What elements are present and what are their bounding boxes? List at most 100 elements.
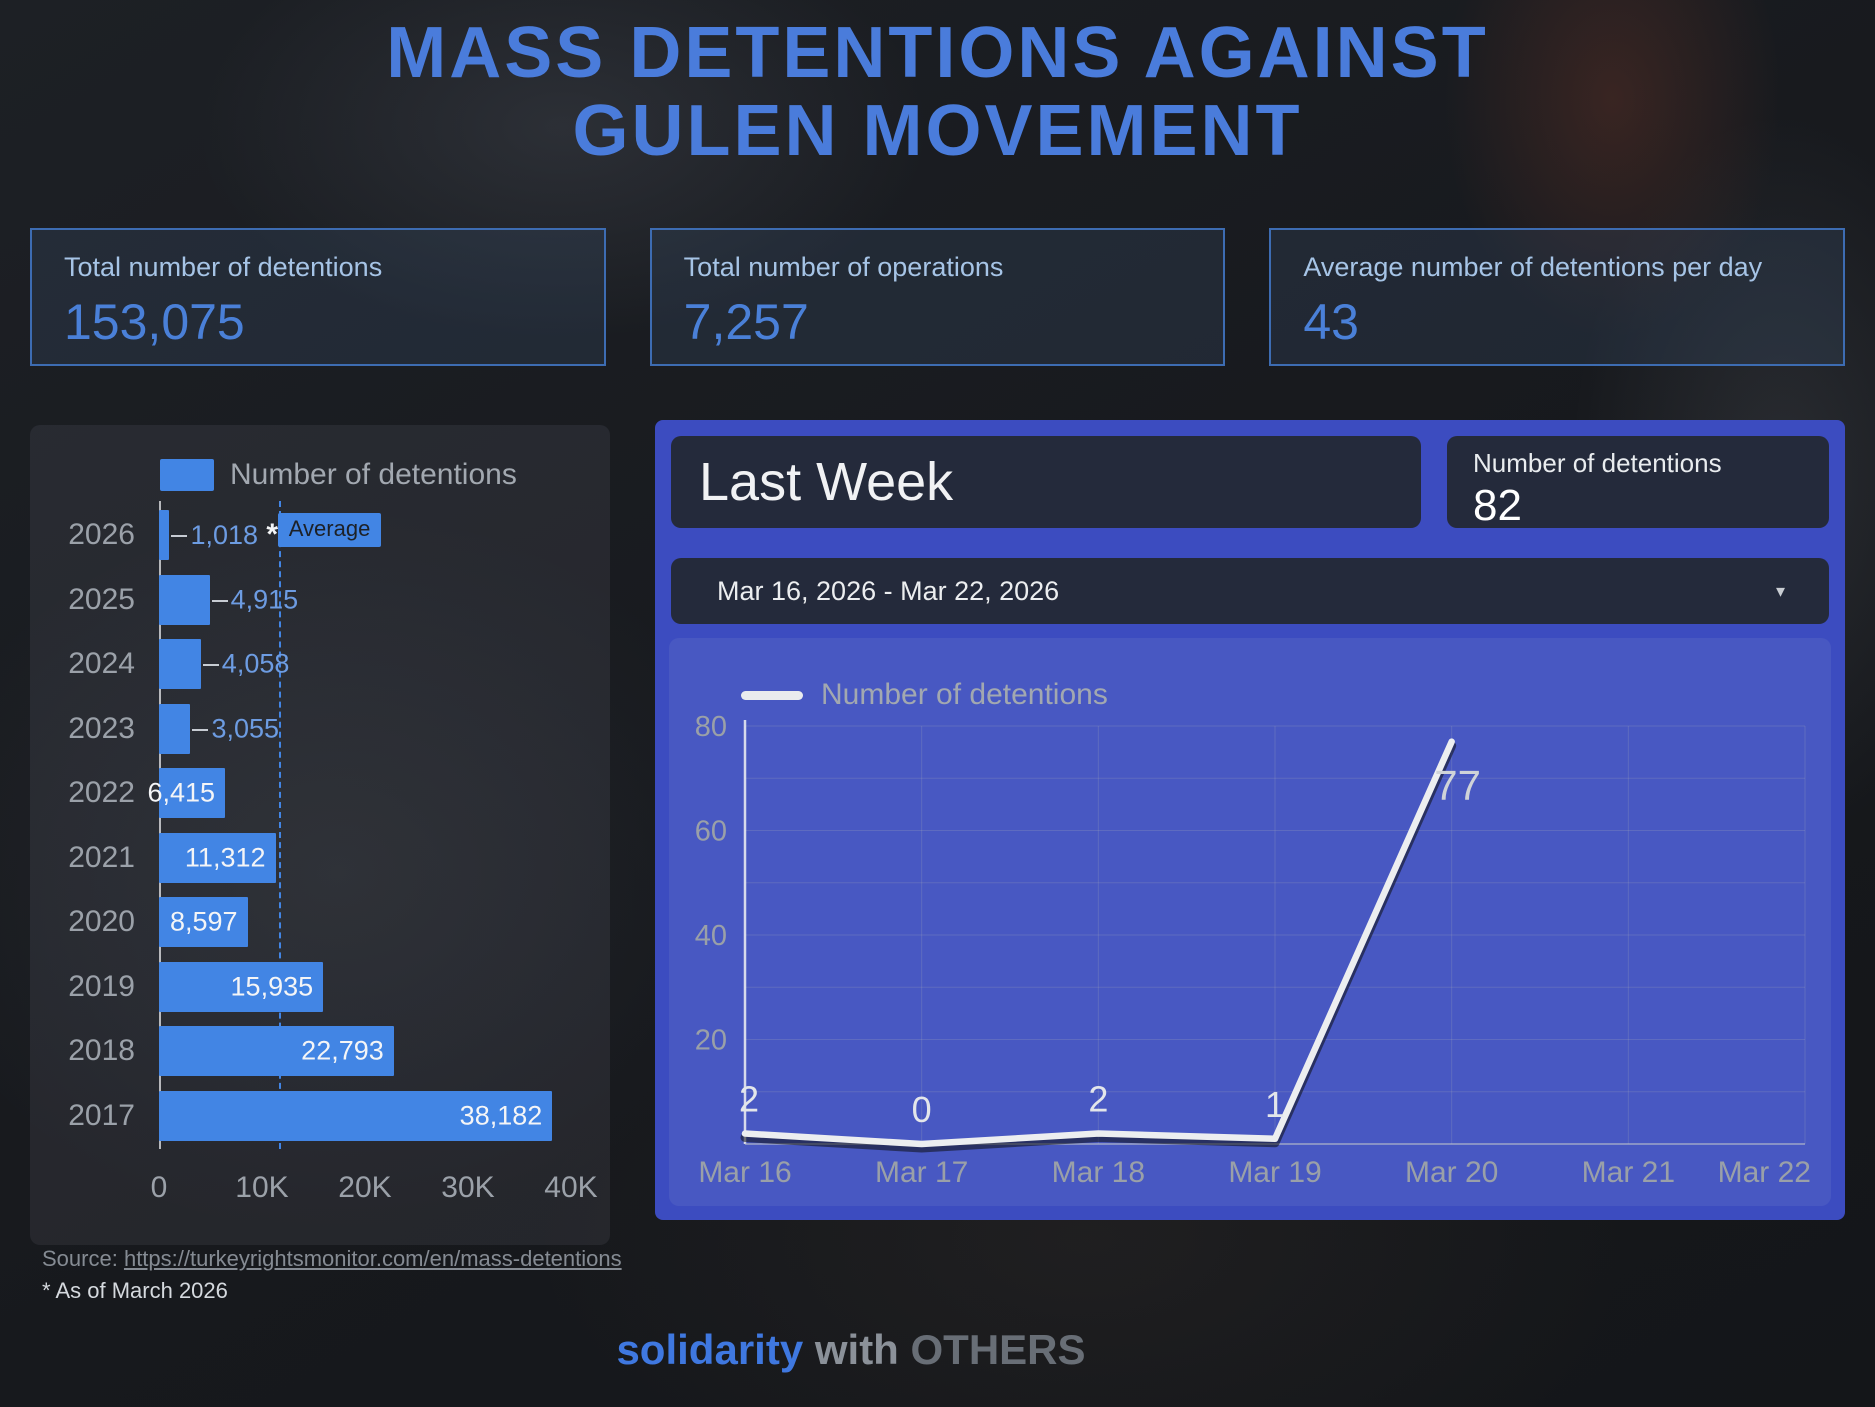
bar-2021: 11,312 bbox=[159, 832, 276, 883]
bar-2025 bbox=[159, 574, 210, 625]
bar-row-2025: 2025 4,915 bbox=[30, 568, 610, 633]
bar-row-2017: 2017 38,182 bbox=[30, 1084, 610, 1149]
source-link[interactable]: https://turkeyrightsmonitor.com/en/mass-… bbox=[123, 1246, 622, 1271]
legend-label: Number of detentions bbox=[821, 678, 1108, 711]
year-label: 2019 bbox=[68, 969, 135, 1003]
last-week-panel: Last Week Number of detentions 82 Mar 16… bbox=[655, 420, 1845, 1220]
y-tick-label: 60 bbox=[695, 816, 727, 848]
line-data-label: 2 bbox=[1088, 1079, 1108, 1120]
label-connector bbox=[192, 728, 209, 731]
bar-2026 bbox=[159, 510, 170, 561]
footnote-marker: * bbox=[258, 518, 279, 552]
x-tick-label: Mar 21 bbox=[1582, 1156, 1675, 1189]
footer-solidarity: solidarity bbox=[616, 1326, 804, 1373]
bar-value-label: 3,055 bbox=[211, 713, 280, 744]
chevron-down-icon[interactable]: ▾ bbox=[1775, 580, 1785, 601]
line-data-label: 2 bbox=[739, 1079, 759, 1120]
year-label: 2022 bbox=[68, 776, 135, 810]
line-chart-box: Number of detentions 20 40 60 80 Mar 16 Mar 1… bbox=[669, 638, 1831, 1206]
date-range-value: Mar 16, 2026 - Mar 22, 2026 bbox=[717, 575, 1060, 606]
bar-value-label: 4,915 bbox=[230, 584, 299, 615]
bar-row-2024: 2024 4,058 bbox=[30, 632, 610, 697]
bar-value-label: 4,058 bbox=[221, 648, 290, 679]
bar-2024 bbox=[159, 639, 201, 690]
bar-value-label: 6,415 bbox=[147, 777, 216, 808]
bar-2022: 6,415 bbox=[147, 768, 226, 819]
bar-row-2018: 2018 22,793 bbox=[30, 1019, 610, 1084]
x-tick-label: Mar 22 bbox=[1718, 1156, 1811, 1189]
detentions-by-year-panel: Number of detentions Average 2026 1,018 *… bbox=[30, 425, 610, 1245]
x-tick-label: 20K bbox=[338, 1171, 392, 1204]
bar-2017: 38,182 bbox=[159, 1090, 553, 1141]
year-label: 2021 bbox=[68, 840, 135, 874]
x-tick-label: 10K bbox=[235, 1171, 289, 1204]
stat-card-average-per-day: Average number of detentions per day 43 bbox=[1269, 228, 1846, 366]
footer-others: OTHERS bbox=[910, 1326, 1086, 1373]
bar-value-label: 1,018 * bbox=[190, 518, 279, 552]
bar-row-2022: 2022 6,415 bbox=[30, 761, 610, 826]
year-label: 2018 bbox=[68, 1034, 135, 1068]
bar-value-label: 8,597 bbox=[169, 906, 238, 937]
footer-with: with bbox=[814, 1326, 899, 1373]
year-label: 2023 bbox=[68, 711, 135, 745]
stats-row: Total number of detentions 153,075 Total… bbox=[30, 228, 1846, 366]
x-tick-label: Mar 16 bbox=[698, 1156, 791, 1189]
bar-row-2021: 2021 11,312 bbox=[30, 826, 610, 891]
date-range-dropdown[interactable]: Mar 16, 2026 - Mar 22, 2026 ▾ bbox=[671, 558, 1829, 624]
bar-row-2026: 2026 1,018 * bbox=[30, 503, 610, 568]
stat-card-total-operations: Total number of operations 7,257 bbox=[649, 228, 1226, 366]
stat-label: Total number of operations bbox=[683, 252, 1004, 282]
bar-value-label: 38,182 bbox=[459, 1100, 543, 1131]
stat-value: 43 bbox=[1303, 294, 1359, 350]
bar-chart-x-ticks: 0 10K 20K 30K 40K bbox=[30, 1171, 610, 1211]
year-label: 2024 bbox=[68, 647, 135, 681]
bar-value-label: 22,793 bbox=[301, 1035, 384, 1066]
label-connector bbox=[171, 535, 188, 538]
bar-row-2019: 2019 15,935 bbox=[30, 955, 610, 1020]
legend-swatch-icon bbox=[160, 459, 214, 491]
line-data-label: 77 bbox=[1434, 762, 1481, 809]
last-week-detentions-card: Number of detentions 82 bbox=[1447, 436, 1829, 530]
average-chip: Average bbox=[277, 513, 382, 547]
label-connector bbox=[202, 664, 219, 667]
line-data-label: 1 bbox=[1265, 1084, 1285, 1125]
x-tick-label: 40K bbox=[544, 1171, 598, 1204]
detentions-value: 82 bbox=[1473, 481, 1522, 530]
source-prefix: Source: bbox=[42, 1246, 118, 1271]
bar-2019: 15,935 bbox=[159, 961, 324, 1012]
page-title-line1: MASS DETENTIONS AGAINST bbox=[386, 13, 1489, 93]
y-tick-label: 80 bbox=[695, 711, 727, 743]
average-line bbox=[278, 501, 281, 1149]
page-title: MASS DETENTIONS AGAINST GULEN MOVEMENT bbox=[0, 14, 1875, 171]
stat-value: 7,257 bbox=[683, 294, 809, 350]
bar-2020: 8,597 bbox=[159, 897, 248, 948]
y-tick-label: 20 bbox=[695, 1025, 727, 1057]
bar-chart-rows: 2026 1,018 * 2025 4,915 2024 4,058 2023 3,055 20… bbox=[30, 503, 610, 1148]
footnote-text: * As of March 2026 bbox=[42, 1277, 228, 1303]
stat-label: Average number of detentions per day bbox=[1303, 252, 1763, 282]
line-data-label: 0 bbox=[912, 1089, 932, 1130]
stat-card-total-detentions: Total number of detentions 153,075 bbox=[30, 228, 606, 366]
stat-value: 153,075 bbox=[64, 294, 245, 350]
x-tick-label: Mar 18 bbox=[1052, 1156, 1145, 1189]
detentions-label: Number of detentions bbox=[1473, 448, 1722, 478]
bar-row-2023: 2023 3,055 bbox=[30, 697, 610, 762]
y-tick-label: 40 bbox=[695, 920, 727, 952]
bar-row-2020: 2020 8,597 bbox=[30, 890, 610, 955]
bar-chart-legend: Number of detentions bbox=[160, 458, 517, 492]
x-tick-label: Mar 17 bbox=[875, 1156, 968, 1189]
bar-2023 bbox=[159, 703, 191, 754]
legend-label: Number of detentions bbox=[230, 458, 517, 491]
footer-branding: solidarity with OTHERS bbox=[0, 1326, 1702, 1374]
page-title-line2: GULEN MOVEMENT bbox=[572, 91, 1303, 172]
x-tick-label: 30K bbox=[441, 1171, 495, 1204]
x-tick-label: 0 bbox=[150, 1171, 168, 1204]
line-chart-legend: Number of detentions bbox=[741, 678, 1108, 712]
year-label: 2025 bbox=[68, 582, 135, 616]
bar-value-label: 15,935 bbox=[230, 971, 314, 1002]
bar-2018: 22,793 bbox=[159, 1026, 394, 1077]
label-connector bbox=[211, 599, 228, 602]
source-block: Source: https://turkeyrightsmonitor.com/… bbox=[42, 1243, 622, 1307]
